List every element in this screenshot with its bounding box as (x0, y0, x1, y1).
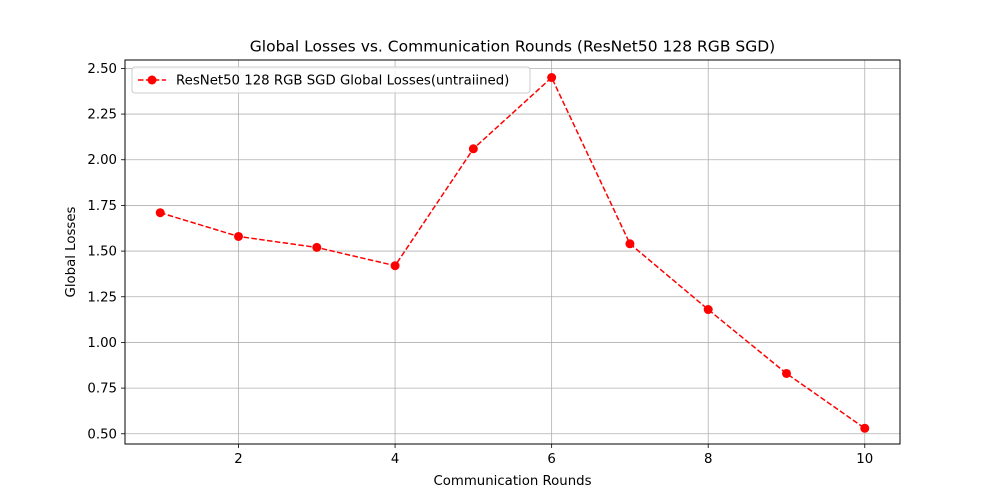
grid-lines (125, 60, 900, 444)
series-layer (155, 73, 870, 433)
legend: ResNet50 128 RGB SGD Global Losses(untra… (131, 66, 531, 94)
y-tick-label: 0.50 (87, 427, 117, 442)
data-point (234, 231, 244, 241)
y-tick-label: 1.25 (87, 290, 117, 305)
data-point (703, 305, 713, 315)
y-tick-label: 0.75 (87, 382, 117, 397)
y-tick-label: 2.50 (87, 62, 117, 77)
data-point (155, 208, 165, 218)
legend-marker (147, 75, 157, 85)
x-tick-label: 10 (856, 452, 873, 467)
data-point (312, 242, 322, 252)
legend-box (131, 66, 531, 94)
axis-ticks: 2 4 6 8 10 0.50 0.75 1.00 1.25 1.50 1.75 2.00 2.25 2.… (87, 62, 873, 467)
x-tick-label: 2 (234, 452, 242, 467)
y-tick-label: 2.25 (87, 108, 117, 123)
y-tick-label: 1.00 (87, 336, 117, 351)
data-point (625, 239, 635, 249)
series-line (160, 76, 866, 429)
legend-label: ResNet50 128 RGB SGD Global Losses(untra… (176, 74, 509, 89)
x-tick-label: 8 (704, 452, 712, 467)
y-axis-label: Global Losses (64, 206, 79, 297)
data-point (468, 144, 478, 154)
data-point (860, 423, 870, 433)
y-tick-label: 1.75 (87, 199, 117, 214)
x-axis-label: Communication Rounds (433, 474, 591, 489)
chart-title: Global Losses vs. Communication Rounds (… (250, 38, 775, 56)
y-tick-label: 2.00 (87, 153, 117, 168)
plot-frame (124, 59, 901, 445)
x-tick-label: 4 (391, 452, 399, 467)
x-tick-label: 6 (547, 452, 555, 467)
data-point (781, 368, 791, 378)
data-point (547, 73, 557, 83)
y-tick-label: 1.50 (87, 245, 117, 260)
data-point (390, 261, 400, 271)
